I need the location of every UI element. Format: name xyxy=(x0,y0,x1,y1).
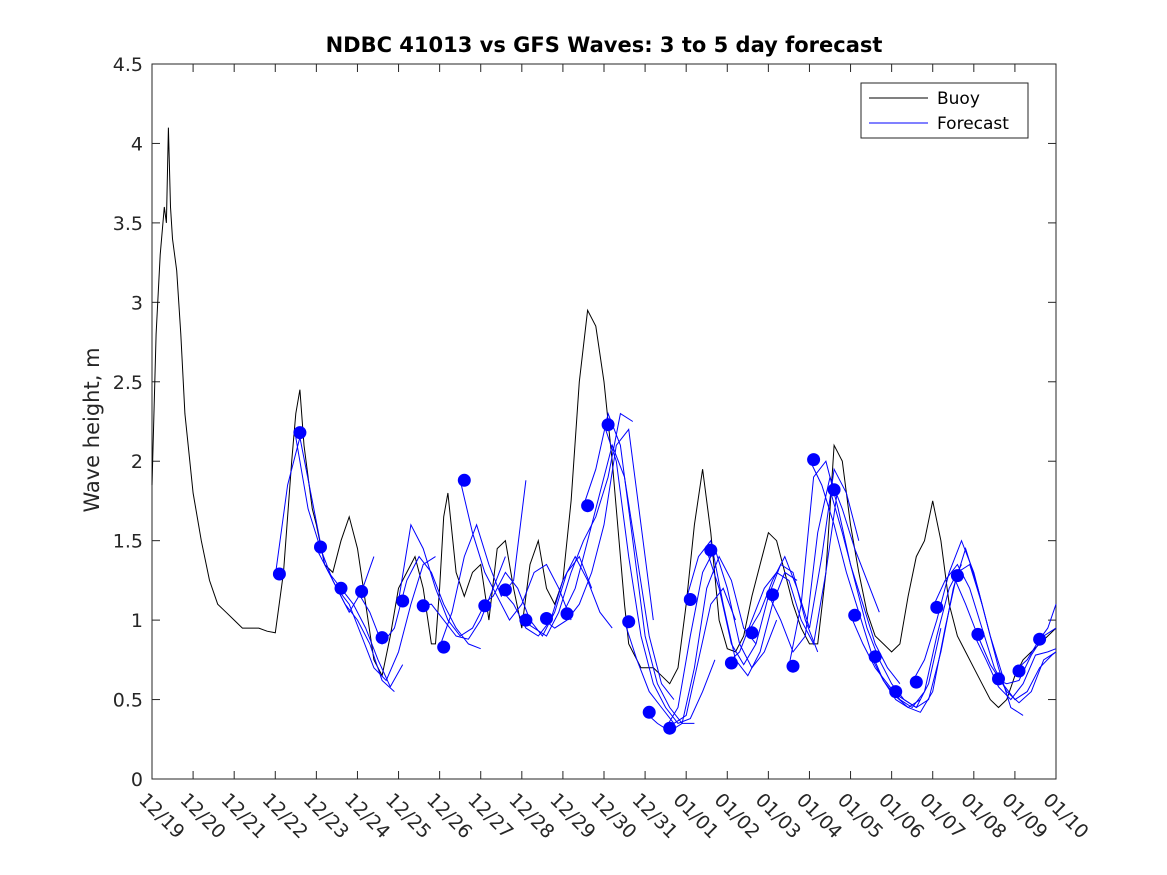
forecast-point xyxy=(683,593,697,606)
y-tick-label: 3 xyxy=(131,292,143,314)
forecast-point xyxy=(375,631,389,645)
forecast-run-line xyxy=(994,627,1057,685)
forecast-point xyxy=(519,613,533,627)
forecast-point xyxy=(848,608,862,622)
forecast-point xyxy=(868,650,882,664)
forecast-run-line xyxy=(932,563,1057,704)
forecast-run-line xyxy=(665,547,778,729)
forecast-point xyxy=(314,540,327,554)
y-tick-label: 3.5 xyxy=(113,213,143,235)
forecast-point xyxy=(560,607,574,621)
forecast-run-line xyxy=(419,556,506,640)
forecast-run-line xyxy=(870,563,983,713)
legend: Buoy Forecast xyxy=(860,82,1029,139)
y-tick-label: 0.5 xyxy=(113,690,143,712)
forecast-point xyxy=(786,659,800,673)
y-tick-label: 1.5 xyxy=(113,531,143,553)
y-axis-label: Wave height, m xyxy=(80,347,104,512)
forecast-point xyxy=(724,656,738,670)
forecast-run-line xyxy=(500,555,613,637)
forecast-point xyxy=(642,705,656,719)
y-tick-label: 4 xyxy=(131,133,143,155)
y-tick-label: 0 xyxy=(131,769,143,791)
forecast-point xyxy=(1033,632,1047,646)
forecast-run-line xyxy=(624,587,736,725)
legend-box xyxy=(860,82,1029,139)
forecast-run-line xyxy=(829,489,942,709)
legend-buoy-label: Buoy xyxy=(937,89,980,109)
forecast-run-line xyxy=(480,555,593,637)
forecast-point xyxy=(396,594,410,608)
chart-title: NDBC 41013 vs GFS Waves: 3 to 5 day fore… xyxy=(326,33,883,57)
forecast-point xyxy=(355,585,369,598)
forecast-point xyxy=(1012,664,1026,678)
forecast-point xyxy=(909,675,923,689)
forecast-point xyxy=(950,569,964,583)
forecast-point xyxy=(663,721,677,735)
forecast-point xyxy=(889,685,903,699)
forecast-run-line xyxy=(521,412,634,637)
forecast-run-line xyxy=(398,523,486,637)
forecast-point xyxy=(478,599,492,613)
y-tick-label: 2 xyxy=(131,451,143,473)
forecast-point xyxy=(416,599,430,613)
y-tick-label: 2.5 xyxy=(113,372,143,394)
forecast-run-line xyxy=(583,411,695,724)
y-tick-label: 4.5 xyxy=(113,54,143,76)
forecast-point xyxy=(704,543,718,557)
forecast-point xyxy=(498,583,512,597)
forecast-point xyxy=(807,453,821,467)
forecast-run-line xyxy=(973,634,1057,701)
forecast-point xyxy=(766,588,779,602)
forecast-point xyxy=(992,672,1005,686)
forecast-run-line xyxy=(542,428,654,629)
forecast-run-line xyxy=(459,480,572,622)
forecast-point xyxy=(272,567,286,581)
forecast-point xyxy=(971,627,985,641)
forecast-run-line xyxy=(809,459,921,709)
forecast-point xyxy=(827,483,841,497)
forecast-point xyxy=(930,600,944,614)
forecast-point xyxy=(581,499,595,513)
forecast-point xyxy=(293,426,307,440)
forecast-run-line xyxy=(767,475,880,653)
forecast-point xyxy=(334,581,348,595)
forecast-point xyxy=(745,626,759,640)
forecast-point xyxy=(540,612,553,625)
forecast-point xyxy=(622,615,636,629)
forecast-point xyxy=(457,473,471,487)
forecast-run-line xyxy=(336,556,436,682)
forecast-run-line xyxy=(295,437,395,692)
y-tick-label: 1 xyxy=(131,610,143,632)
forecast-run-line xyxy=(603,424,716,725)
legend-forecast-label: Forecast xyxy=(937,114,1009,134)
buoy-series-line xyxy=(151,127,1057,709)
forecast-run-line xyxy=(726,485,839,664)
forecast-point xyxy=(601,418,615,432)
forecast-run-line xyxy=(439,480,527,648)
forecast-run-line xyxy=(952,575,1057,701)
forecast-run-line xyxy=(315,548,404,688)
forecast-run-line xyxy=(562,443,675,700)
forecast-point xyxy=(437,640,451,654)
